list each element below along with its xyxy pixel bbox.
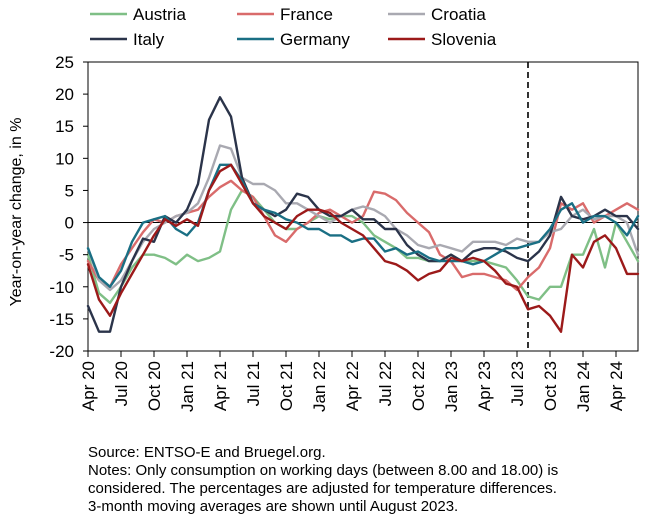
- x-tick-label: Jan 24: [574, 361, 593, 412]
- y-tick-label: 25: [55, 53, 74, 72]
- x-tick-label: Apr 22: [343, 361, 362, 411]
- notes-line-2: considered. The percentages are adjusted…: [88, 480, 557, 497]
- y-tick-label: 10: [55, 149, 74, 168]
- notes-line-3: 3-month moving averages are shown until …: [88, 498, 459, 515]
- y-axis-ticks: 25 20 15 10 5 0 -5 -10 -15 -20: [49, 53, 88, 361]
- legend-label-austria: Austria: [133, 5, 186, 24]
- x-tick-label: Jul 21: [244, 361, 263, 406]
- x-tick-label: Apr 23: [475, 361, 494, 411]
- x-tick-label: Jan 21: [178, 361, 197, 412]
- plot-frame: [87, 61, 639, 352]
- x-tick-label: Oct 23: [541, 361, 560, 411]
- x-tick-label: Jul 23: [508, 361, 527, 406]
- legend-label-slovenia: Slovenia: [431, 30, 497, 49]
- x-tick-label: Jan 23: [442, 361, 461, 412]
- x-axis-ticks: Apr 20 Jul 20 Oct 20 Jan 21 Apr 21 Jul 21 Oct …: [79, 351, 626, 412]
- series-line-italy: [86, 96, 640, 333]
- y-tick-label: -10: [49, 278, 74, 297]
- y-tick-label: 15: [55, 117, 74, 136]
- x-tick-label: Apr 21: [211, 361, 230, 411]
- legend-label-croatia: Croatia: [431, 5, 486, 24]
- x-tick-label: Oct 21: [277, 361, 296, 411]
- legend-label-france: France: [280, 5, 333, 24]
- x-tick-label: Jul 20: [112, 361, 131, 406]
- legend-label-italy: Italy: [133, 30, 165, 49]
- series-lines: [86, 96, 640, 333]
- legend-label-germany: Germany: [280, 30, 350, 49]
- x-tick-label: Jul 22: [376, 361, 395, 406]
- chart-notes: Source: ENTSO-E and Bruegel.org. Notes: …: [88, 444, 648, 516]
- series-line-germany: [86, 163, 640, 288]
- y-tick-label: -20: [49, 342, 74, 361]
- y-tick-label: -5: [59, 246, 74, 265]
- y-tick-label: 20: [55, 85, 74, 104]
- x-tick-label: Jan 22: [310, 361, 329, 412]
- series-line-slovenia: [86, 163, 640, 333]
- y-tick-label: 5: [65, 181, 74, 200]
- legend: Austria France Croatia Italy Germany Slovenia: [90, 5, 497, 49]
- x-tick-label: Oct 22: [409, 361, 428, 411]
- y-axis-title: Year-on-year change, in %: [8, 118, 25, 307]
- x-tick-label: Apr 20: [79, 361, 98, 411]
- y-tick-label: -15: [49, 310, 74, 329]
- notes-line-1: Notes: Only consumption on working days …: [88, 462, 559, 479]
- y-tick-label: 0: [65, 214, 74, 233]
- x-tick-label: Oct 20: [145, 361, 164, 411]
- line-chart: Austria France Croatia Italy Germany Slovenia…: [8, 5, 640, 412]
- x-tick-label: Apr 24: [607, 361, 626, 411]
- source-note: Source: ENTSO-E and Bruegel.org.: [88, 444, 326, 461]
- series-line-austria: [86, 189, 640, 304]
- series-line-croatia: [86, 144, 640, 292]
